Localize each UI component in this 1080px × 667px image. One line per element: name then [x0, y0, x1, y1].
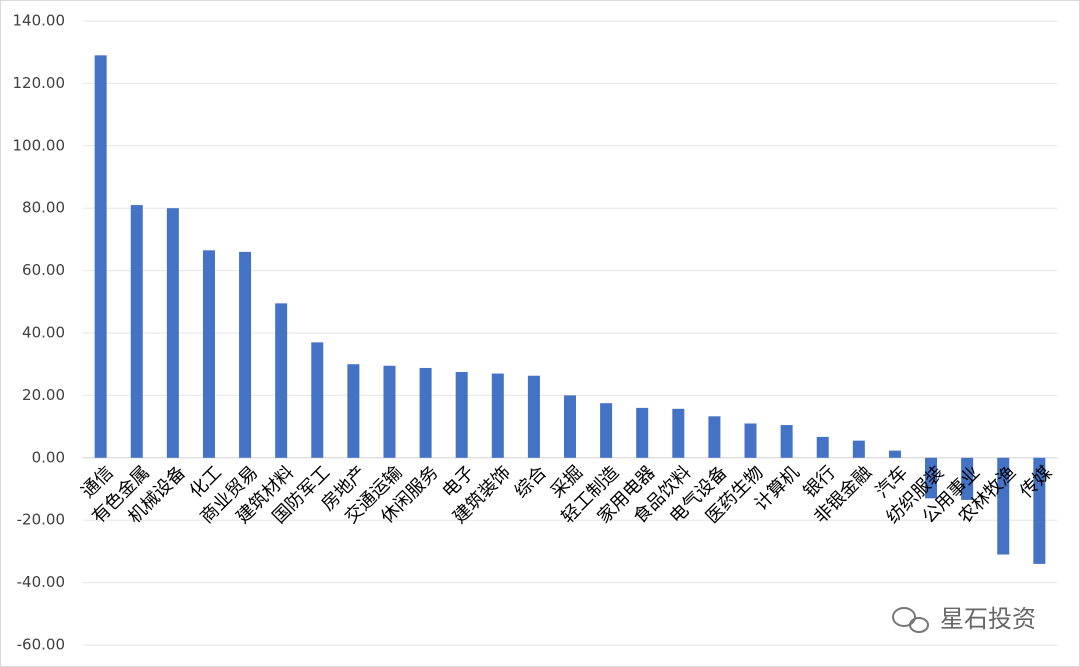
y-tick-label: 20.00: [22, 386, 65, 404]
bar: [852, 440, 865, 458]
bar: [744, 423, 757, 458]
y-tick-label: 60.00: [22, 261, 65, 279]
bar: [708, 416, 721, 458]
bar: [202, 250, 215, 458]
bar: [239, 251, 252, 458]
bar: [94, 55, 107, 458]
bar: [925, 457, 938, 499]
y-tick-label: 80.00: [22, 199, 65, 217]
watermark: 星石投资: [940, 605, 1036, 633]
bar: [600, 403, 613, 458]
bar: [527, 375, 540, 458]
y-tick-label: 100.00: [13, 136, 66, 154]
y-tick-label: -60.00: [17, 636, 65, 654]
y-tick-label: 140.00: [13, 12, 66, 30]
watermark-icon: [892, 607, 929, 633]
y-tick-label: 120.00: [13, 74, 66, 92]
bar: [455, 372, 468, 458]
bar: [961, 457, 974, 500]
bar: [383, 365, 396, 458]
bar: [419, 367, 432, 458]
bar: [564, 395, 576, 458]
y-tick-label: -40.00: [17, 573, 65, 591]
bar: [1033, 457, 1046, 564]
bar: [166, 208, 179, 458]
y-tick-label: -20.00: [17, 511, 65, 529]
bar: [130, 205, 143, 458]
bar: [997, 457, 1010, 555]
bar: [672, 408, 685, 458]
y-tick-label: 0.00: [32, 448, 65, 466]
bar: [636, 407, 649, 458]
bar: [275, 303, 288, 458]
bar: [888, 450, 901, 458]
bar: [780, 425, 793, 458]
y-tick-label: 40.00: [22, 324, 65, 342]
bar: [491, 373, 504, 458]
bar: [311, 342, 324, 458]
bar: [347, 364, 360, 458]
bar: [816, 436, 829, 458]
